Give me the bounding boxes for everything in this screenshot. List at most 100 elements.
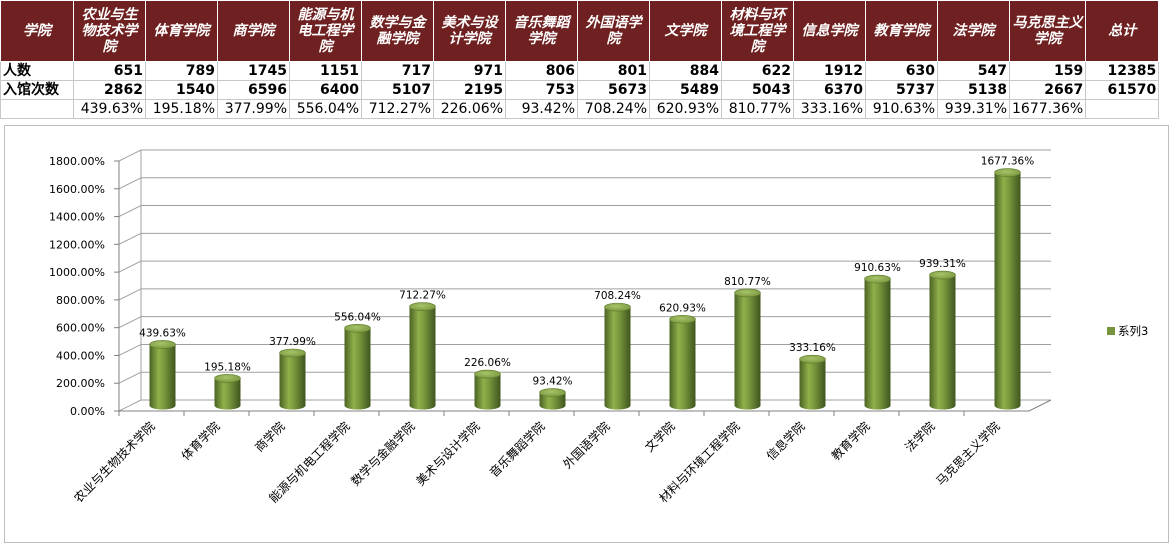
bar-body <box>149 344 176 410</box>
table-cell[interactable]: 884 <box>649 61 722 81</box>
header-cell[interactable]: 教育学院 <box>865 0 938 62</box>
header-cell[interactable]: 信息学院 <box>793 0 866 62</box>
bar-body <box>344 328 371 410</box>
bar-cap <box>409 302 436 311</box>
table-cell[interactable]: 801 <box>577 61 650 81</box>
table-cell[interactable]: 333.16% <box>793 99 866 119</box>
header-cell[interactable]: 材料与环境工程学院 <box>721 0 794 62</box>
gridline-side <box>118 371 142 384</box>
table-cell[interactable]: 1540 <box>145 80 218 100</box>
table-cell[interactable]: 377.99% <box>217 99 290 119</box>
gridline-side <box>118 149 142 162</box>
bar <box>669 314 696 410</box>
table-cell[interactable]: 5489 <box>649 80 722 100</box>
table-cell[interactable]: 630 <box>865 61 938 81</box>
header-cell[interactable]: 学院 <box>0 0 74 62</box>
data-label: 620.93% <box>659 302 706 314</box>
table-cell[interactable]: 226.06% <box>433 99 506 119</box>
table-cell[interactable]: 6596 <box>217 80 290 100</box>
table-cell[interactable]: 753 <box>505 80 578 100</box>
gridline-side <box>118 343 142 356</box>
row-label[interactable] <box>0 99 74 119</box>
bar-cap <box>474 369 501 379</box>
header-cell[interactable]: 体育学院 <box>145 0 218 62</box>
bar <box>799 354 826 410</box>
row-label[interactable]: 入馆次数 <box>0 80 74 100</box>
y-tick-label: 600.00% <box>56 322 105 335</box>
table-cell[interactable] <box>1085 99 1160 119</box>
table-cell[interactable]: 439.63% <box>73 99 146 119</box>
bar-chart: 0.00% 200.00% 400.00% 600.00% 800.00% 1000.00… <box>49 149 1148 506</box>
x-category-label: 外国语学院 <box>560 419 613 472</box>
y-tick-label: 800.00% <box>56 294 105 307</box>
header-cell[interactable]: 音乐舞蹈学院 <box>505 0 578 62</box>
table-cell[interactable]: 93.42% <box>505 99 578 119</box>
table-cell[interactable]: 1151 <box>289 61 362 81</box>
gridline-side <box>118 177 142 190</box>
table-cell[interactable]: 5138 <box>937 80 1010 100</box>
x-category-label: 美术与设计学院 <box>413 419 483 489</box>
header-cell[interactable]: 农业与生物技术学院 <box>73 0 146 62</box>
bar-body <box>539 392 566 410</box>
bar-cap <box>669 314 696 324</box>
bar-cap <box>344 323 371 333</box>
row-label[interactable]: 人数 <box>0 61 74 81</box>
x-category-label: 法学院 <box>902 419 938 455</box>
bar-body <box>604 307 631 410</box>
table-cell[interactable]: 1745 <box>217 61 290 81</box>
table-cell[interactable]: 2667 <box>1008 80 1087 100</box>
table-cell[interactable]: 159 <box>1008 61 1087 81</box>
table-cell[interactable]: 5737 <box>865 80 938 100</box>
gridline-side <box>118 399 142 412</box>
table-cell[interactable]: 708.24% <box>577 99 650 119</box>
table-cell[interactable]: 620.93% <box>649 99 722 119</box>
table-cell[interactable]: 2195 <box>433 80 506 100</box>
data-label: 712.27% <box>399 290 446 302</box>
data-table: 学院 农业与生物技术学院 体育学院 商学院 能源与机电工程学院 数学与金融学院 美术与设计学… <box>0 0 1160 119</box>
bar-body <box>214 378 241 410</box>
header-cell[interactable]: 总计 <box>1085 0 1160 62</box>
header-cell[interactable]: 商学院 <box>217 0 290 62</box>
table-cell[interactable]: 712.27% <box>361 99 434 119</box>
bar-body <box>409 306 436 410</box>
x-category-label: 信息学院 <box>763 419 808 464</box>
table-cell[interactable]: 789 <box>145 61 218 81</box>
y-tick-label: 400.00% <box>56 349 105 362</box>
bar <box>864 274 891 410</box>
table-cell[interactable]: 12385 <box>1085 61 1160 81</box>
table-cell[interactable]: 971 <box>433 61 506 81</box>
table-cell[interactable]: 6400 <box>289 80 362 100</box>
x-axis <box>119 399 1052 412</box>
table-cell[interactable]: 651 <box>73 61 146 81</box>
header-cell[interactable]: 马克思主义学院 <box>1008 0 1087 62</box>
table-cell[interactable]: 556.04% <box>289 99 362 119</box>
header-cell[interactable]: 能源与机电工程学院 <box>289 0 362 62</box>
table-cell[interactable]: 806 <box>505 61 578 81</box>
table-cell[interactable]: 2862 <box>73 80 146 100</box>
table-cell[interactable]: 5043 <box>721 80 794 100</box>
table-cell[interactable]: 195.18% <box>145 99 218 119</box>
x-category-label: 农业与生物技术学院 <box>71 419 158 506</box>
y-tick-label: 1200.00% <box>49 238 105 251</box>
y-tick-label: 1400.00% <box>49 211 105 224</box>
table-cell[interactable]: 939.31% <box>937 99 1010 119</box>
header-cell[interactable]: 美术与设计学院 <box>433 0 506 62</box>
table-cell[interactable]: 1912 <box>793 61 866 81</box>
header-cell[interactable]: 法学院 <box>937 0 1010 62</box>
table-cell[interactable]: 5107 <box>361 80 434 100</box>
table-cell[interactable]: 1677.36% <box>1008 99 1087 119</box>
table-cell[interactable]: 6370 <box>793 80 866 100</box>
table-cell[interactable]: 622 <box>721 61 794 81</box>
header-cell[interactable]: 数学与金融学院 <box>361 0 434 62</box>
table-cell[interactable]: 810.77% <box>721 99 794 119</box>
header-cell[interactable]: 外国语学院 <box>577 0 650 62</box>
table-cell[interactable]: 910.63% <box>865 99 938 119</box>
header-cell[interactable]: 文学院 <box>649 0 722 62</box>
table-cell[interactable]: 717 <box>361 61 434 81</box>
chart-area[interactable]: 0.00% 200.00% 400.00% 600.00% 800.00% 1000.00… <box>4 125 1169 543</box>
table-cell[interactable]: 547 <box>937 61 1010 81</box>
x-category-label: 商学院 <box>252 419 288 455</box>
bar <box>344 323 371 410</box>
table-cell[interactable]: 61570 <box>1085 80 1160 100</box>
table-cell[interactable]: 5673 <box>577 80 650 100</box>
